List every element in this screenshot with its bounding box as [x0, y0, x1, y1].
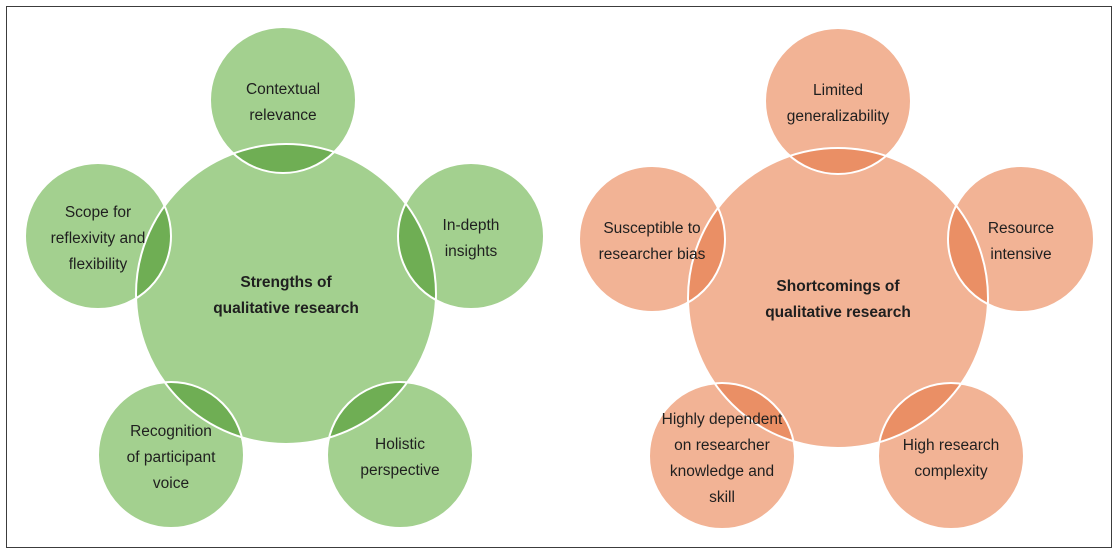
- strengths-node-label-line: voice: [152, 475, 190, 492]
- strengths-node-label-line: relevance: [249, 107, 317, 124]
- shortcomings-center-circle: [688, 148, 988, 448]
- strengths-node-label: Scope for reflexivity and flexibility: [28, 179, 168, 299]
- strengths-node-circle: [210, 27, 356, 173]
- shortcomings-center-title-line: Shortcomings of: [776, 278, 900, 295]
- strengths-center-outline: [135, 143, 437, 445]
- shortcomings-node-outline: [947, 165, 1095, 313]
- shortcomings-node-circle: [765, 28, 911, 174]
- strengths-node-label-line: perspective: [360, 462, 440, 479]
- strengths-node-label: In-depth insights: [401, 179, 541, 299]
- shortcomings-node-label-line: Resource: [987, 220, 1055, 237]
- shortcomings-node-label-line: generalizability: [786, 108, 890, 125]
- shortcomings-node-outline: [648, 382, 796, 530]
- strengths-node-label: Holistic perspective: [330, 398, 470, 518]
- shortcomings-node-label: Limited generalizability: [768, 44, 908, 164]
- shortcomings-node-outline: [764, 27, 912, 175]
- shortcomings-node-label: High research complexity: [881, 399, 1021, 519]
- shortcomings-center-title: Shortcomings of qualitative research: [718, 270, 958, 330]
- strengths-center-title: Strengths of qualitative research: [166, 266, 406, 326]
- shortcomings-node-label-line: researcher bias: [598, 246, 706, 263]
- strengths-node-outline: [397, 162, 545, 310]
- strengths-node-outline: [24, 162, 172, 310]
- shortcomings-node-label-line: Susceptible to: [603, 220, 701, 237]
- shortcomings-node-label-line: complexity: [914, 463, 988, 480]
- strengths-center-title-line: qualitative research: [213, 300, 359, 317]
- strengths-node-label-line: of participant: [126, 449, 216, 466]
- strengths-overlap-region: [327, 382, 436, 444]
- shortcomings-node-label-line: Limited: [813, 82, 863, 99]
- strengths-node-outline: [97, 381, 245, 529]
- strengths-node-label-line: reflexivity and: [50, 230, 146, 247]
- shortcomings-node-label: Highly dependent on researcher knowledge a…: [652, 399, 792, 519]
- strengths-node-label-line: insights: [444, 243, 498, 260]
- shortcomings-node-label-line: High research: [902, 437, 1000, 454]
- strengths-center-title-line: Strengths of: [240, 274, 332, 291]
- shortcomings-node-outline: [578, 165, 726, 313]
- shortcomings-center-title-line: qualitative research: [765, 304, 911, 321]
- strengths-node-outline: [209, 26, 357, 174]
- strengths-node-circle: [25, 163, 171, 309]
- shortcomings-center-outline: [687, 147, 989, 449]
- strengths-node-label-line: Contextual: [245, 81, 321, 98]
- strengths-node-label-line: Recognition: [130, 423, 212, 440]
- shortcomings-overlap-region: [688, 383, 795, 448]
- strengths-node-outline: [326, 381, 474, 529]
- shortcomings-node-label: Susceptible to researcher bias: [582, 182, 722, 302]
- strengths-node-label: Contextual relevance: [213, 43, 353, 163]
- shortcomings-node-label-line: knowledge and: [669, 463, 775, 480]
- strengths-overlap-region: [136, 382, 244, 444]
- strengths-node-label-line: Scope for: [64, 204, 132, 221]
- strengths-node-label: Recognition of participant voice: [101, 398, 241, 518]
- strengths-node-label-line: In-depth: [442, 217, 500, 234]
- shortcomings-node-label-line: on researcher: [674, 437, 770, 454]
- strengths-node-label-line: Holistic: [375, 436, 425, 453]
- shortcomings-node-label: Resource intensive: [951, 182, 1091, 302]
- shortcomings-node-label-line: intensive: [990, 246, 1052, 263]
- shortcomings-node-label-line: Highly dependent: [661, 411, 783, 428]
- shortcomings-node-circle: [579, 166, 725, 312]
- shortcomings-node-outline: [877, 382, 1025, 530]
- strengths-center-circle: [136, 144, 436, 444]
- shortcomings-node-label-line: skill: [709, 489, 735, 506]
- strengths-node-label-line: flexibility: [68, 256, 128, 273]
